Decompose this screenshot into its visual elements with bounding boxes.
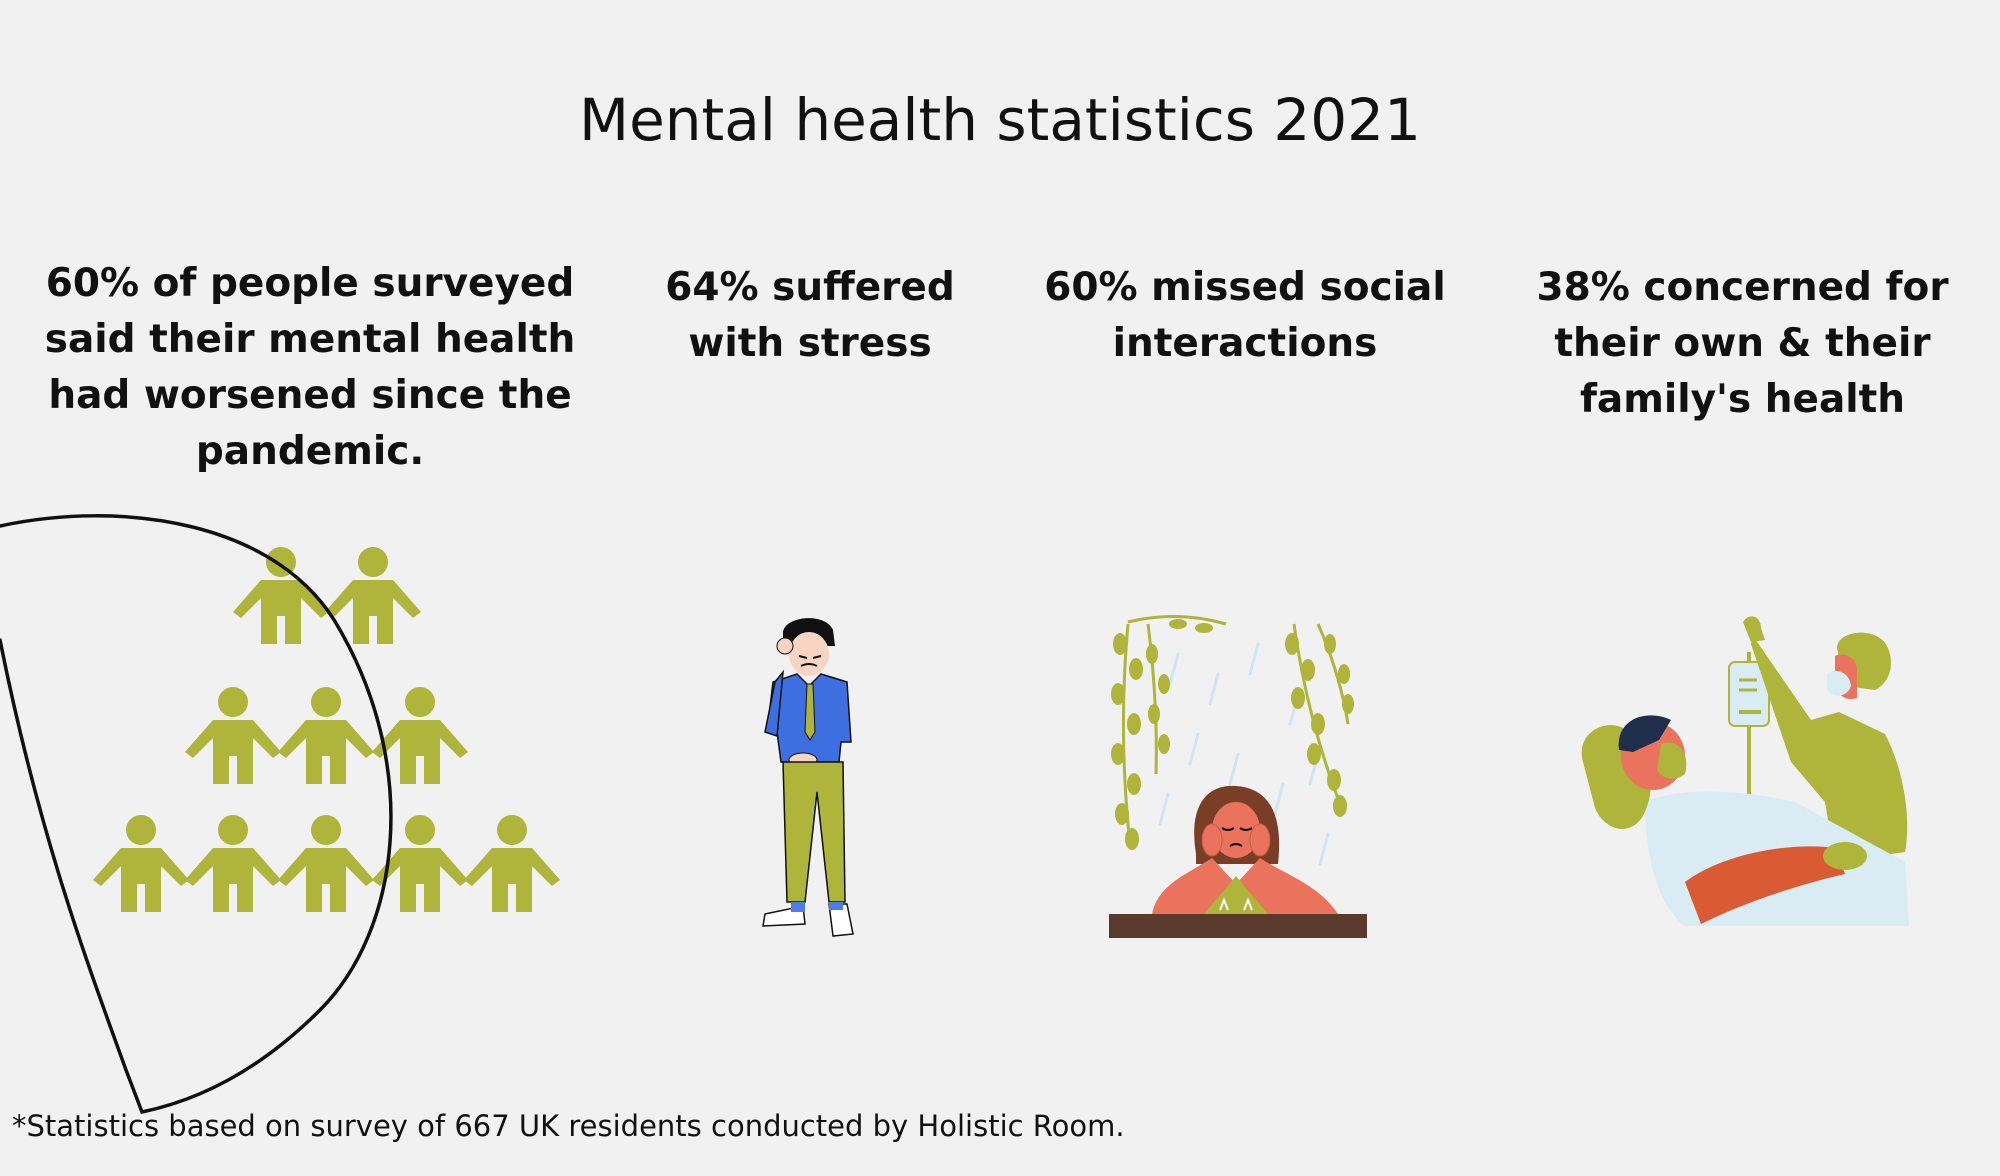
stat-worsened-mental-health: 60% of people surveyed said their mental… (44, 261, 576, 474)
footnote: *Statistics based on survey of 667 UK re… (12, 1109, 1125, 1143)
page-title: Mental health statistics 2021 (579, 86, 1421, 154)
stat-family-health: 38% concerned for their own & their fami… (1536, 265, 1949, 422)
sad-woman-window-icon (1108, 614, 1370, 940)
stat-stress: 64% suffered with stress (665, 265, 955, 366)
stressed-man-icon (755, 612, 865, 942)
people-group-icon (0, 510, 600, 1120)
hospital-patient-icon (1575, 612, 1915, 932)
stat-missed-social: 60% missed social interactions (1044, 265, 1446, 366)
